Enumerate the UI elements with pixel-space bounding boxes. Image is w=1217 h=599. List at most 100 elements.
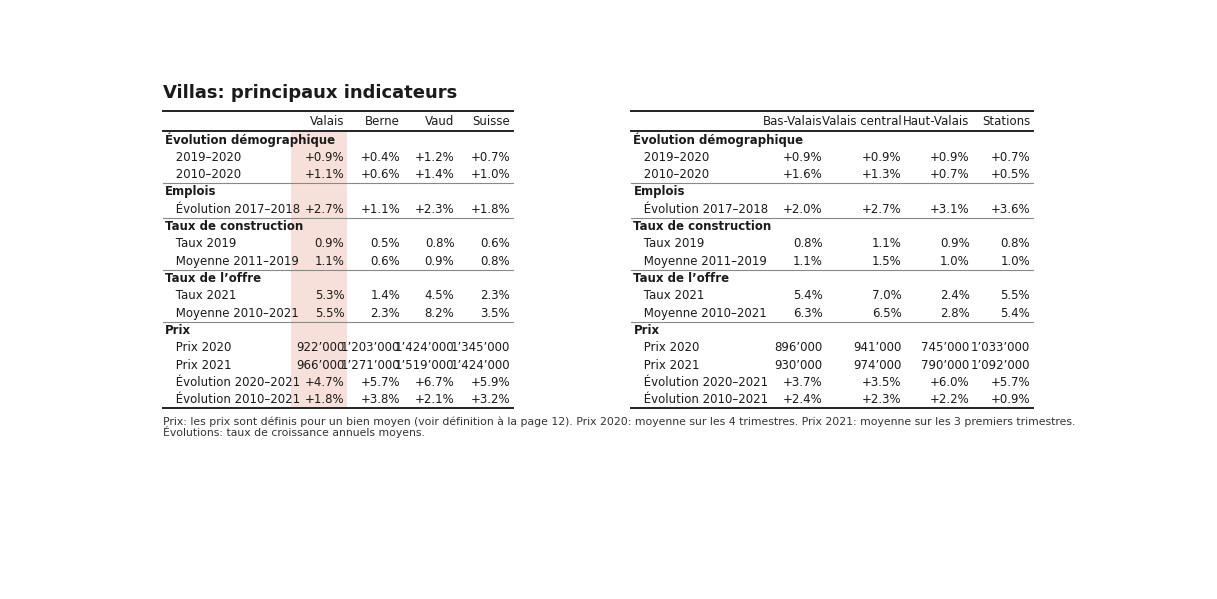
Text: +3.5%: +3.5%: [862, 376, 902, 389]
Text: +3.1%: +3.1%: [930, 202, 970, 216]
Text: +1.4%: +1.4%: [415, 168, 454, 181]
Text: 0.5%: 0.5%: [370, 237, 400, 250]
Text: +0.7%: +0.7%: [471, 151, 510, 164]
Text: +2.3%: +2.3%: [862, 393, 902, 406]
Text: 8.2%: 8.2%: [425, 307, 454, 320]
Text: +1.2%: +1.2%: [415, 151, 454, 164]
Text: 1.1%: 1.1%: [314, 255, 344, 268]
Text: Évolution 2017–2018: Évolution 2017–2018: [173, 202, 301, 216]
Text: 2010–2020: 2010–2020: [640, 168, 710, 181]
Text: 0.8%: 0.8%: [1000, 237, 1031, 250]
Text: 745’000: 745’000: [921, 341, 970, 354]
Text: 941’000: 941’000: [853, 341, 902, 354]
Text: +5.9%: +5.9%: [471, 376, 510, 389]
Text: Emplois: Emplois: [166, 185, 217, 198]
Text: +3.8%: +3.8%: [360, 393, 400, 406]
Text: Taux 2019: Taux 2019: [173, 237, 236, 250]
Text: Prix: Prix: [166, 324, 191, 337]
Text: 896’000: 896’000: [774, 341, 823, 354]
Text: Moyenne 2010–2021: Moyenne 2010–2021: [173, 307, 299, 320]
Text: +5.7%: +5.7%: [991, 376, 1031, 389]
Text: +2.3%: +2.3%: [415, 202, 454, 216]
Text: +2.7%: +2.7%: [862, 202, 902, 216]
Text: +4.7%: +4.7%: [304, 376, 344, 389]
Text: +1.3%: +1.3%: [862, 168, 902, 181]
Text: Bas-Valais: Bas-Valais: [763, 114, 823, 128]
Text: Taux de l’offre: Taux de l’offre: [166, 272, 262, 285]
Text: 6.3%: 6.3%: [792, 307, 823, 320]
Text: +0.9%: +0.9%: [930, 151, 970, 164]
Text: Berne: Berne: [365, 114, 400, 128]
Text: 966’000: 966’000: [296, 359, 344, 371]
Text: +1.8%: +1.8%: [471, 202, 510, 216]
Text: Taux de construction: Taux de construction: [633, 220, 772, 233]
Text: 0.6%: 0.6%: [370, 255, 400, 268]
Text: 0.9%: 0.9%: [940, 237, 970, 250]
Text: +2.1%: +2.1%: [415, 393, 454, 406]
Text: +0.7%: +0.7%: [991, 151, 1031, 164]
Text: +2.2%: +2.2%: [930, 393, 970, 406]
Text: +1.1%: +1.1%: [304, 168, 344, 181]
Text: Valais: Valais: [310, 114, 344, 128]
Text: 0.8%: 0.8%: [481, 255, 510, 268]
Text: Évolution 2010–2021: Évolution 2010–2021: [173, 393, 301, 406]
Text: +3.7%: +3.7%: [783, 376, 823, 389]
Text: 1’271’000: 1’271’000: [341, 359, 400, 371]
Text: Stations: Stations: [982, 114, 1031, 128]
Text: 3.5%: 3.5%: [481, 307, 510, 320]
Text: Évolution démographique: Évolution démographique: [166, 132, 336, 147]
Text: 1.1%: 1.1%: [792, 255, 823, 268]
Text: Taux 2021: Taux 2021: [173, 289, 236, 302]
Text: +0.9%: +0.9%: [783, 151, 823, 164]
Text: 1’424’000: 1’424’000: [450, 359, 510, 371]
Text: 922’000: 922’000: [296, 341, 344, 354]
Text: Prix 2021: Prix 2021: [173, 359, 231, 371]
Text: Taux de l’offre: Taux de l’offre: [633, 272, 729, 285]
Text: Valais central: Valais central: [821, 114, 902, 128]
Text: 1’345’000: 1’345’000: [450, 341, 510, 354]
Text: 1.0%: 1.0%: [1000, 255, 1031, 268]
Text: +6.0%: +6.0%: [930, 376, 970, 389]
Text: Taux 2019: Taux 2019: [640, 237, 705, 250]
Text: 930’000: 930’000: [774, 359, 823, 371]
Text: 5.5%: 5.5%: [315, 307, 344, 320]
Text: 5.4%: 5.4%: [1000, 307, 1031, 320]
Text: 1.0%: 1.0%: [940, 255, 970, 268]
Text: 1.4%: 1.4%: [370, 289, 400, 302]
Text: 2019–2020: 2019–2020: [173, 151, 241, 164]
Text: 790’000: 790’000: [921, 359, 970, 371]
Text: +0.9%: +0.9%: [862, 151, 902, 164]
Text: 1’092’000: 1’092’000: [971, 359, 1031, 371]
Text: +3.6%: +3.6%: [991, 202, 1031, 216]
Text: 5.4%: 5.4%: [792, 289, 823, 302]
Text: +0.4%: +0.4%: [360, 151, 400, 164]
Text: Taux 2021: Taux 2021: [640, 289, 705, 302]
Bar: [291, 131, 347, 409]
Text: 974’000: 974’000: [853, 359, 902, 371]
Text: Haut-Valais: Haut-Valais: [903, 114, 970, 128]
Text: Taux de construction: Taux de construction: [166, 220, 303, 233]
Text: +0.9%: +0.9%: [991, 393, 1031, 406]
Text: +2.7%: +2.7%: [304, 202, 344, 216]
Text: 0.6%: 0.6%: [481, 237, 510, 250]
Text: 1’033’000: 1’033’000: [971, 341, 1031, 354]
Text: +1.6%: +1.6%: [783, 168, 823, 181]
Text: 4.5%: 4.5%: [425, 289, 454, 302]
Text: 0.8%: 0.8%: [792, 237, 823, 250]
Text: Villas: principaux indicateurs: Villas: principaux indicateurs: [163, 84, 458, 102]
Text: 2.3%: 2.3%: [481, 289, 510, 302]
Text: 1’519’000: 1’519’000: [394, 359, 454, 371]
Text: Suisse: Suisse: [472, 114, 510, 128]
Text: +6.7%: +6.7%: [415, 376, 454, 389]
Text: Évolution 2020–2021: Évolution 2020–2021: [640, 376, 768, 389]
Text: 5.5%: 5.5%: [1000, 289, 1031, 302]
Text: Prix 2020: Prix 2020: [640, 341, 700, 354]
Text: +2.4%: +2.4%: [783, 393, 823, 406]
Text: +1.0%: +1.0%: [471, 168, 510, 181]
Text: 2.8%: 2.8%: [940, 307, 970, 320]
Text: 5.3%: 5.3%: [315, 289, 344, 302]
Text: Moyenne 2011–2019: Moyenne 2011–2019: [640, 255, 767, 268]
Text: 0.9%: 0.9%: [314, 237, 344, 250]
Text: Évolutions: taux de croissance annuels moyens.: Évolutions: taux de croissance annuels m…: [163, 426, 425, 438]
Text: +1.1%: +1.1%: [360, 202, 400, 216]
